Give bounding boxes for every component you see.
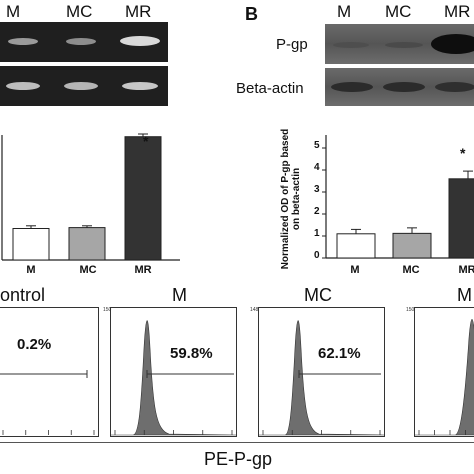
gel-a-lane-label-m: M <box>6 2 21 21</box>
chart-b-ytick-0: 0 <box>314 250 320 261</box>
flow-x-axis-line <box>0 442 474 443</box>
gel-a-pgp-blot <box>0 22 168 62</box>
flow-title-mc: MC <box>304 285 332 305</box>
gel-band <box>331 82 373 92</box>
gel-b-row-label-pgp: P-gp <box>276 36 308 53</box>
bar-m <box>12 228 50 261</box>
flow-percent-control: 0.2% <box>17 336 52 353</box>
chart-b-ytick-2: 2 <box>314 206 320 217</box>
gel-band <box>435 82 474 92</box>
bar-mr <box>448 178 474 259</box>
chart-a-xtick-mc: MC <box>79 264 97 276</box>
chart-b-bars <box>322 135 474 259</box>
chart-b-ytick-4: 4 <box>314 162 320 173</box>
chart-a-xtick-mr: MR <box>134 264 152 276</box>
flow-percent-mc: 62.1% <box>318 345 361 362</box>
bar-mr <box>124 136 162 261</box>
flow-percent-m: 59.8% <box>170 345 213 362</box>
chart-a-xtick-m: M <box>26 264 36 276</box>
gel-b-lane-label-mr: MR <box>444 2 471 21</box>
chart-b-xtick-mc: MC <box>402 264 420 276</box>
gel-band <box>122 82 158 90</box>
chart-a-significance: * <box>143 133 149 149</box>
gel-b-actin-blot <box>325 68 474 106</box>
flow-plot-mr <box>414 307 474 437</box>
bar-mc <box>392 232 432 259</box>
flow-ymax-mr: 150 <box>406 307 415 313</box>
gel-band <box>120 36 160 46</box>
gel-a-lane-label-mr: MR <box>125 2 152 21</box>
gel-band <box>64 82 98 90</box>
flow-ymax-mc: 148 <box>250 307 259 313</box>
bar-mc <box>68 227 106 261</box>
flow-plot-control <box>0 307 99 437</box>
chart-b-ytick-5: 5 <box>314 140 320 151</box>
flow-plot-m <box>110 307 237 437</box>
chart-b-ytick-3: 3 <box>314 184 320 195</box>
chart-b-ytick-1: 1 <box>314 228 320 239</box>
gel-b-row-label-actin: Beta-actin <box>236 80 304 97</box>
flow-title-control: ontrol <box>0 285 46 305</box>
chart-b-significance: * <box>460 145 466 161</box>
panel-b-letter: B <box>245 4 258 24</box>
gel-band <box>383 82 425 92</box>
flow-title-m: M <box>172 285 187 305</box>
flow-title-mr: M <box>457 285 472 305</box>
chart-b-ylabel-text: Normalized OD of P-gp based on beta-acti… <box>280 128 302 270</box>
gel-band <box>8 38 38 45</box>
gel-a-actin-blot <box>0 66 168 106</box>
gel-band <box>6 82 40 90</box>
gel-a-lane-label-mc: MC <box>66 2 93 21</box>
gel-b-pgp-blot <box>325 24 474 64</box>
gel-b-lane-label-mc: MC <box>385 2 412 21</box>
gel-band <box>385 42 423 48</box>
flow-ymax-m: 150 <box>103 307 112 313</box>
gel-band <box>333 42 369 48</box>
chart-a-bars <box>1 133 180 261</box>
chart-b-xtick-mr: MR <box>458 264 474 276</box>
chart-b-xtick-m: M <box>350 264 360 276</box>
bar-m <box>336 233 376 259</box>
flow-plot-mc <box>258 307 385 437</box>
gel-band <box>431 34 474 54</box>
gel-band <box>66 38 96 45</box>
flow-xlabel: PE-P-gp <box>204 449 273 469</box>
gel-b-lane-label-m: M <box>337 2 352 21</box>
